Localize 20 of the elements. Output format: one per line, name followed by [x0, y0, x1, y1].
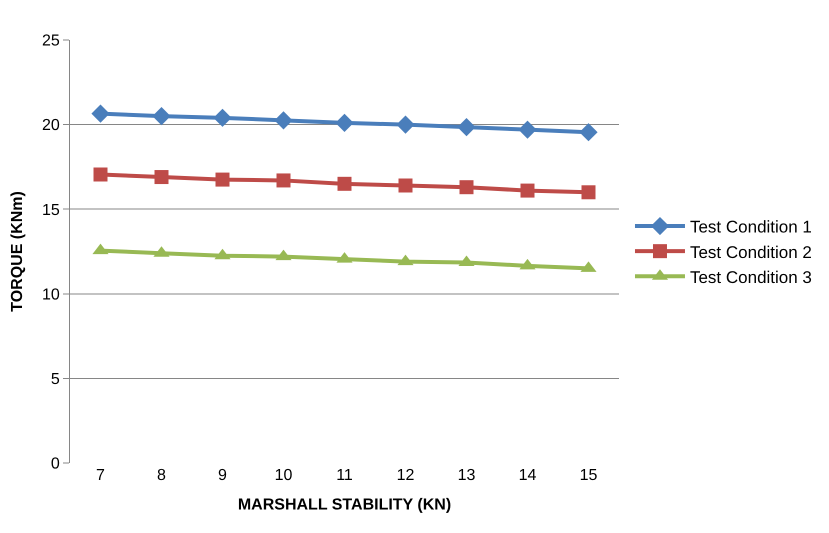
- legend-label: Test Condition 3: [690, 268, 812, 287]
- x-tick-label: 7: [96, 467, 106, 484]
- x-tick-label: 12: [396, 467, 414, 484]
- x-tick-label: 11: [336, 467, 353, 484]
- x-tick-label: 14: [518, 467, 536, 484]
- y-tick-label: 15: [42, 202, 60, 219]
- x-tick-label: 15: [580, 467, 598, 484]
- legend-label: Test Condition 1: [690, 218, 812, 237]
- legend-label: Test Condition 2: [690, 242, 812, 262]
- y-tick-label: 0: [50, 456, 60, 473]
- x-tick-label: 13: [458, 467, 476, 484]
- y-tick-label: 10: [42, 286, 60, 304]
- y-tick-label: 5: [50, 371, 60, 388]
- y-axis-title: TORQUE (KNm): [8, 191, 26, 312]
- y-tick-label: 20: [42, 117, 60, 134]
- x-tick-label: 8: [157, 467, 166, 484]
- x-axis-title: MARSHALL STABILITY (KN): [238, 496, 452, 514]
- y-tick-label: 25: [42, 32, 60, 50]
- x-tick-label: 9: [218, 467, 228, 484]
- x-tick-label: 10: [274, 467, 292, 484]
